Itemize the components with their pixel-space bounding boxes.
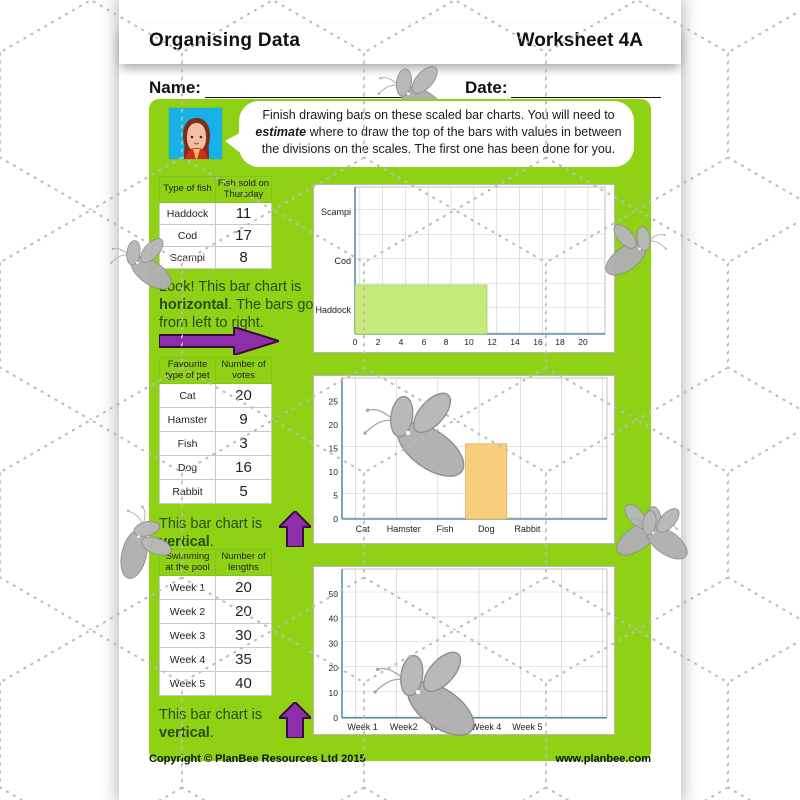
svg-text:10: 10 [329,688,339,698]
svg-text:40: 40 [329,614,339,624]
svg-text:14: 14 [510,337,520,347]
svg-text:0: 0 [353,337,358,347]
svg-text:10: 10 [329,467,339,477]
svg-text:2: 2 [376,337,381,347]
svg-text:30: 30 [329,638,339,648]
svg-text:Fish: Fish [436,524,453,534]
svg-text:Hamster: Hamster [387,524,421,534]
svg-text:Cod: Cod [334,256,351,266]
svg-text:0: 0 [333,514,338,524]
svg-text:16: 16 [533,337,543,347]
svg-text:5: 5 [333,491,338,501]
svg-text:12: 12 [487,337,497,347]
svg-text:0: 0 [333,713,338,723]
svg-text:20: 20 [329,420,339,430]
svg-text:25: 25 [329,397,339,407]
svg-text:Rabbit: Rabbit [514,524,541,534]
svg-text:10: 10 [464,337,474,347]
svg-text:18: 18 [555,337,565,347]
svg-text:20: 20 [329,663,339,673]
svg-text:Haddock: Haddock [315,305,351,315]
svg-text:Cat: Cat [356,524,371,534]
svg-text:Dog: Dog [478,524,495,534]
svg-text:50: 50 [329,589,339,599]
svg-text:20: 20 [578,337,588,347]
svg-text:4: 4 [399,337,404,347]
svg-text:6: 6 [422,337,427,347]
svg-text:8: 8 [444,337,449,347]
svg-text:Week 5: Week 5 [512,722,542,732]
svg-text:Scampi: Scampi [321,207,351,217]
svg-text:15: 15 [329,444,339,454]
